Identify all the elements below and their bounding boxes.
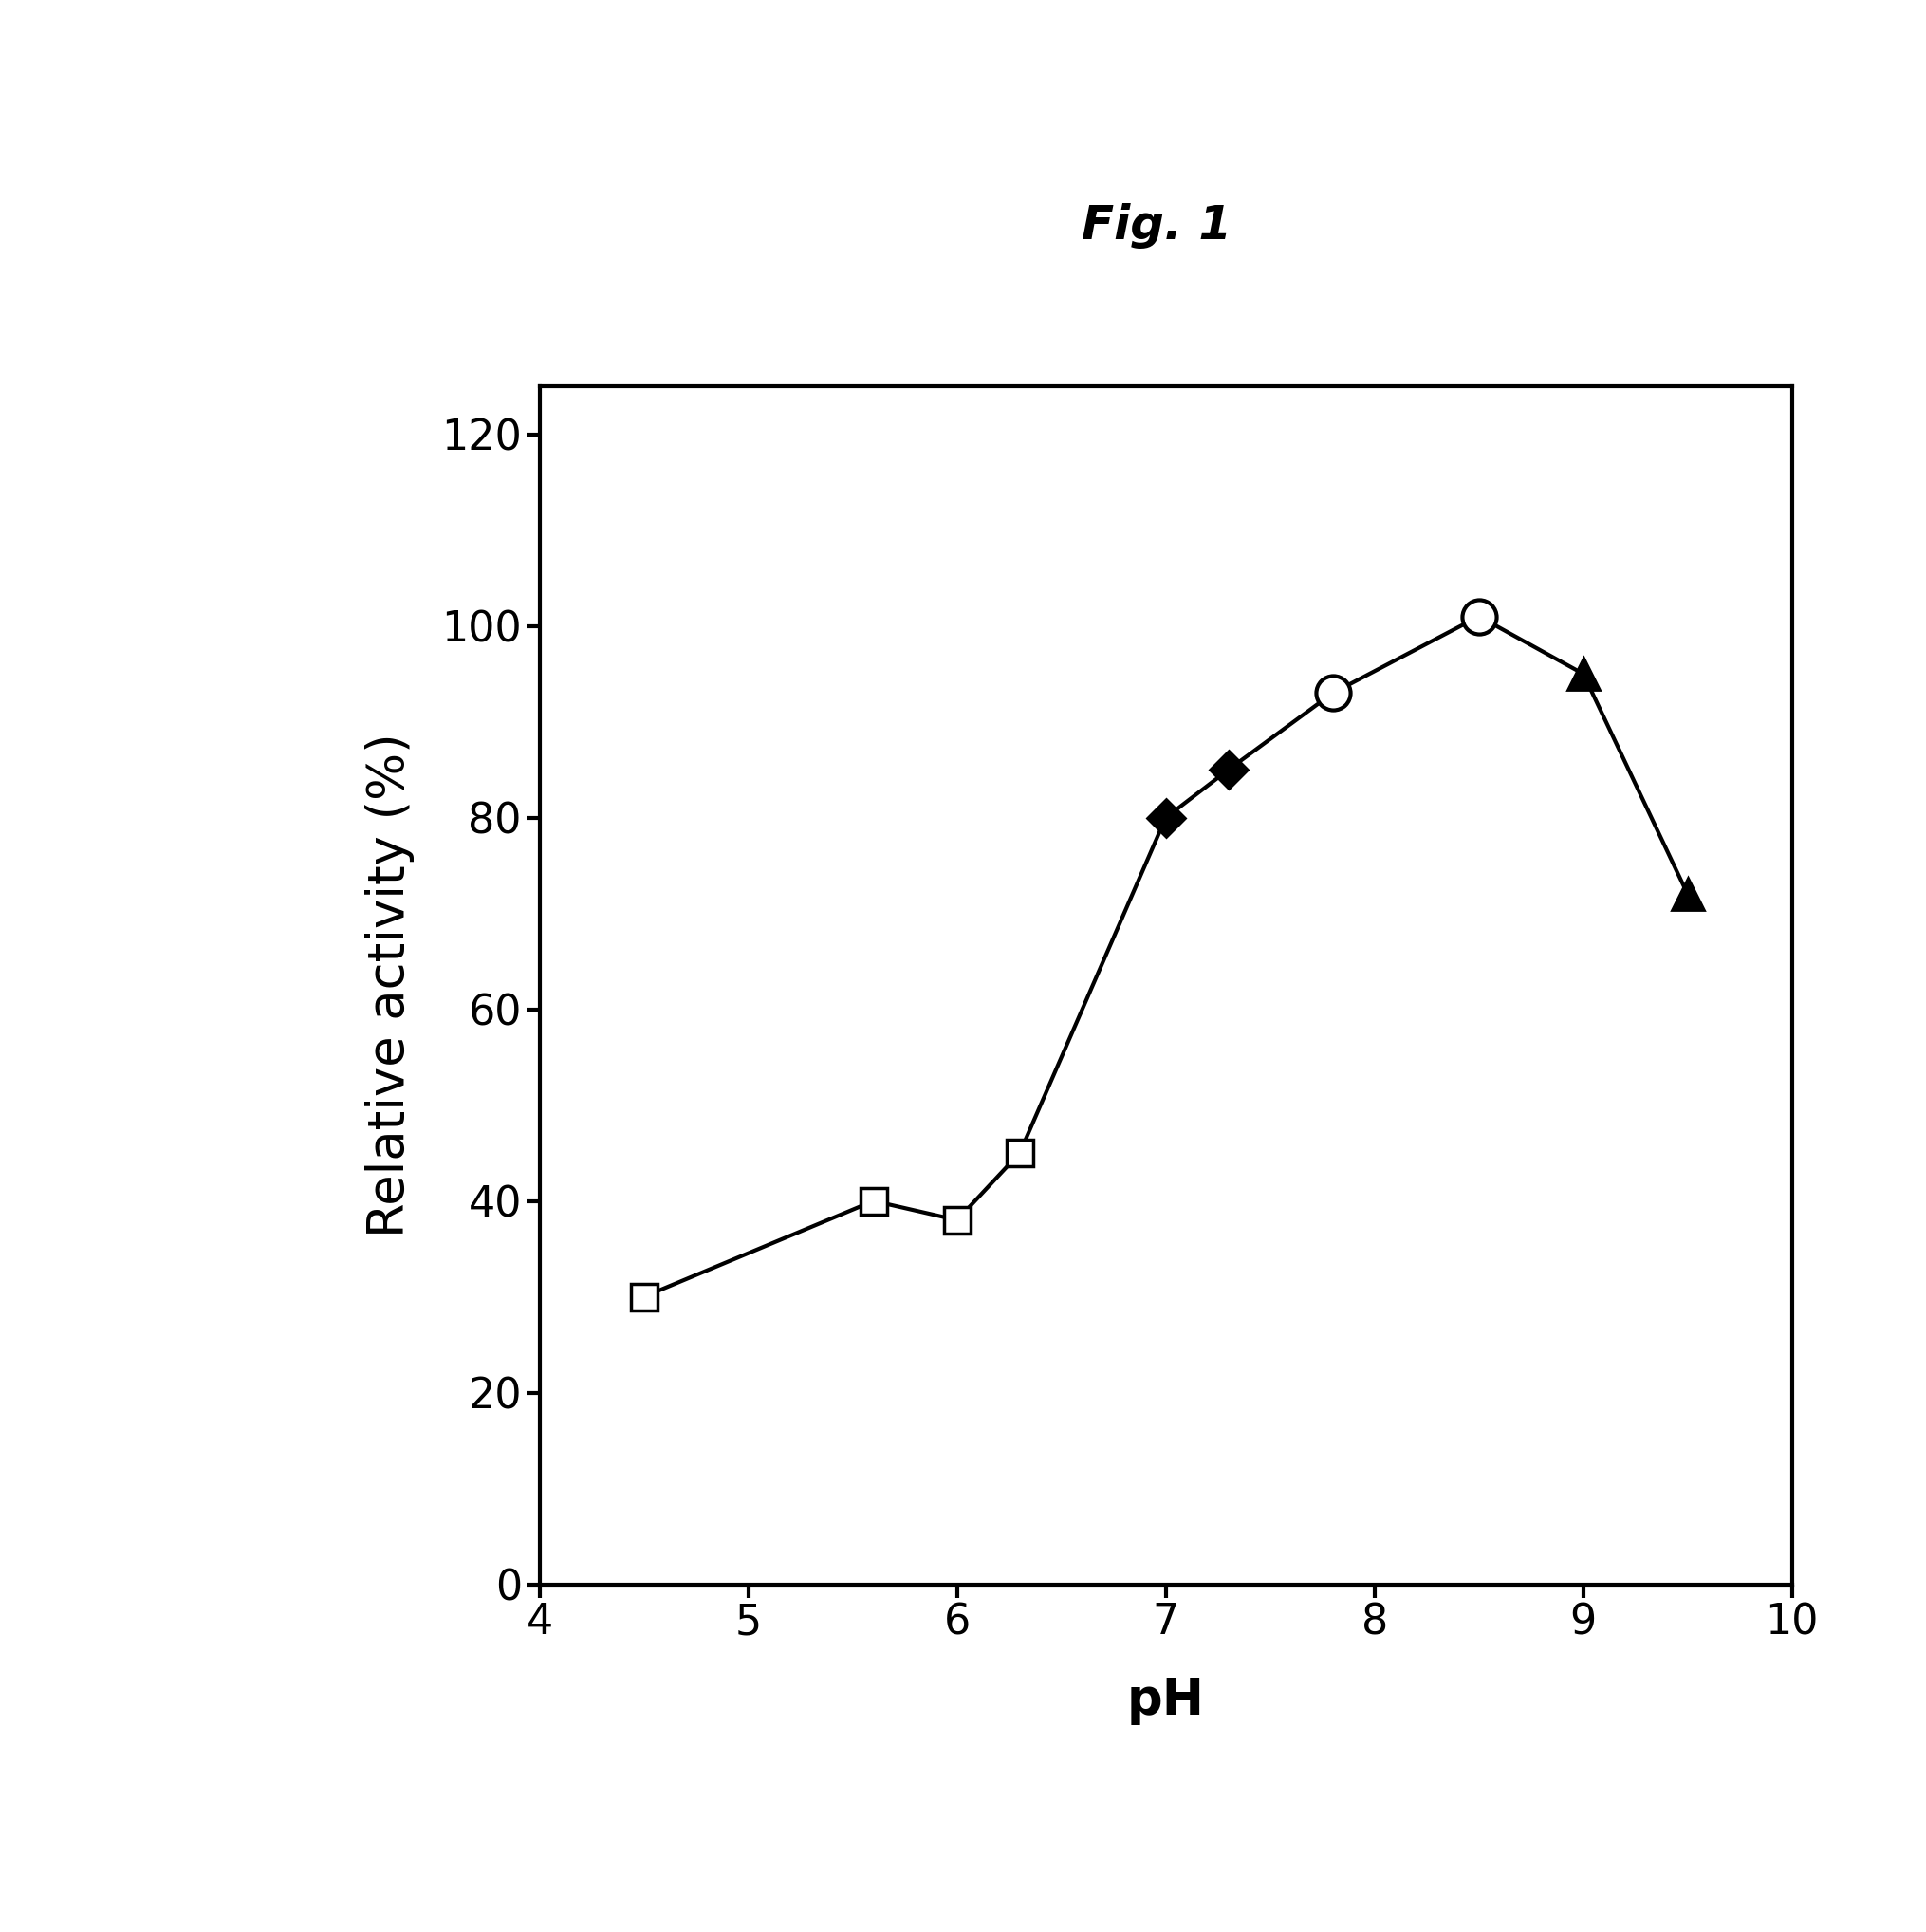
Text: Fig. 1: Fig. 1: [1080, 203, 1231, 249]
X-axis label: pH: pH: [1127, 1675, 1204, 1725]
Y-axis label: Relative activity (%): Relative activity (%): [366, 732, 414, 1238]
